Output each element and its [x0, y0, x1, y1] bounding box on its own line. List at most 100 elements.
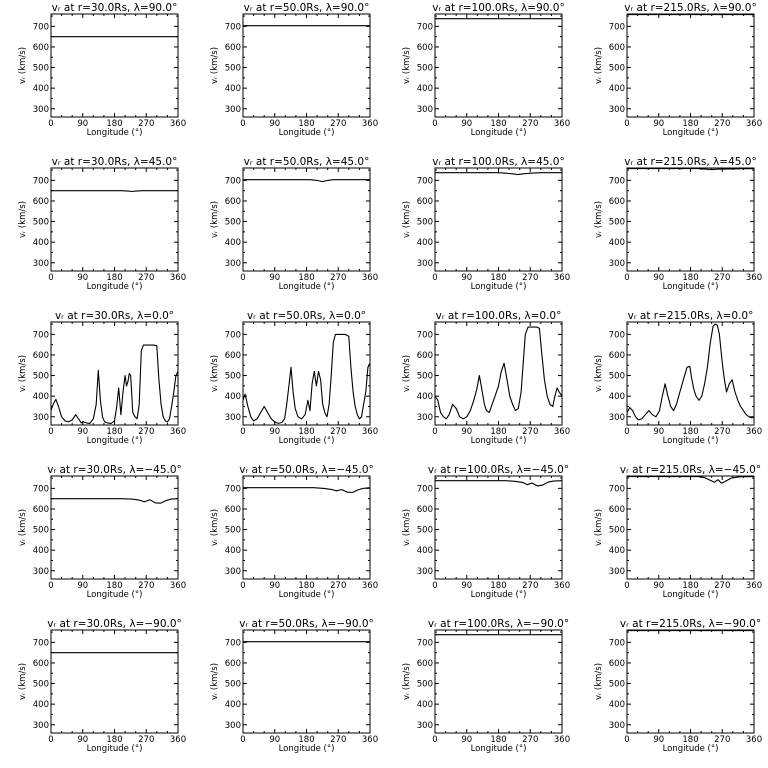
y-axis-label: vᵣ (km/s): [402, 355, 412, 392]
series-line: [51, 344, 178, 424]
x-tick-label: 270: [522, 119, 538, 129]
x-tick-label: 270: [330, 427, 346, 437]
x-tick-label: 180: [106, 119, 122, 129]
plot-frame: [434, 629, 563, 734]
x-tick-label: 360: [554, 427, 570, 437]
y-tick-label: 400: [33, 392, 49, 402]
y-tick-label: 400: [225, 84, 241, 94]
y-axis-label: vᵣ (km/s): [594, 355, 604, 392]
y-tick-label: 600: [225, 505, 241, 515]
y-tick-label: 500: [417, 526, 433, 536]
x-tick-label: 180: [298, 427, 314, 437]
y-tick-label: 500: [33, 526, 49, 536]
x-tick-label: 270: [138, 581, 154, 591]
series-line: [435, 480, 562, 487]
panel-title: vᵣ at r=215.0Rs, λ=−90.0°: [620, 618, 761, 630]
plot-frame: [434, 475, 563, 580]
y-tick-label: 400: [225, 546, 241, 556]
y-tick-label: 500: [609, 218, 625, 228]
x-tick-label: 270: [714, 735, 730, 745]
x-tick-label: 270: [138, 273, 154, 283]
x-tick-label: 270: [714, 427, 730, 437]
x-tick-label: 360: [746, 581, 762, 591]
y-axis-label: vᵣ (km/s): [210, 355, 220, 392]
y-tick-label: 500: [33, 680, 49, 690]
y-tick-label: 600: [609, 659, 625, 669]
panel: vᵣ at r=215.0Rs, λ=−90.0° 0 90 180 270 360 300…: [594, 618, 762, 754]
x-tick-label: 360: [362, 581, 378, 591]
plot-frame: [434, 321, 563, 426]
y-tick-label: 400: [33, 84, 49, 94]
y-tick-label: 500: [225, 218, 241, 228]
x-axis-label: Longitude (°): [87, 128, 143, 138]
x-tick-label: 90: [269, 427, 280, 437]
y-tick-label: 700: [225, 176, 241, 186]
panel: vᵣ at r=30.0Rs, λ=0.0° 0 90 180 270 360 300 400…: [18, 310, 186, 446]
x-tick-label: 270: [522, 581, 538, 591]
panel-title: vᵣ at r=30.0Rs, λ=90.0°: [52, 2, 178, 14]
y-tick-label: 500: [417, 218, 433, 228]
panel-title: vᵣ at r=100.0Rs, λ=90.0°: [432, 2, 564, 14]
panel: vᵣ at r=100.0Rs, λ=−45.0° 0 90 180 270 360 300…: [402, 464, 570, 600]
x-tick-label: 0: [432, 119, 437, 129]
panel: vᵣ at r=100.0Rs, λ=0.0° 0 90 180 270 360 300 40…: [402, 310, 570, 446]
x-tick-label: 0: [432, 581, 437, 591]
x-tick-label: 0: [624, 735, 629, 745]
panel-title: vᵣ at r=30.0Rs, λ=45.0°: [52, 156, 178, 168]
y-tick-label: 300: [225, 721, 241, 731]
y-tick-label: 600: [33, 197, 49, 207]
x-tick-label: 180: [298, 581, 314, 591]
panel: vᵣ at r=30.0Rs, λ=−45.0° 0 90 180 270 360 300 4…: [18, 464, 186, 600]
x-axis-label: Longitude (°): [471, 744, 527, 754]
panel: vᵣ at r=30.0Rs, λ=−90.0° 0 90 180 270 360 300 4…: [18, 618, 186, 754]
x-tick-label: 270: [330, 273, 346, 283]
x-tick-label: 0: [48, 273, 53, 283]
x-tick-label: 0: [240, 119, 245, 129]
x-axis-label: Longitude (°): [87, 282, 143, 292]
y-tick-label: 600: [33, 351, 49, 361]
panel: vᵣ at r=215.0Rs, λ=45.0° 0 90 180 270 360 300 4…: [594, 156, 762, 292]
x-tick-label: 360: [362, 427, 378, 437]
x-tick-label: 90: [461, 427, 472, 437]
x-axis-label: Longitude (°): [279, 436, 335, 446]
x-tick-label: 180: [298, 273, 314, 283]
y-tick-label: 700: [417, 22, 433, 32]
x-tick-label: 0: [240, 273, 245, 283]
plot-frame: [50, 13, 179, 118]
x-tick-label: 360: [746, 735, 762, 745]
panel: vᵣ at r=50.0Rs, λ=90.0° 0 90 180 270 360 300 40…: [210, 2, 378, 138]
y-tick-label: 400: [417, 546, 433, 556]
plot-frame: [50, 475, 179, 580]
x-tick-label: 0: [624, 273, 629, 283]
x-tick-label: 360: [170, 581, 186, 591]
series-line: [243, 487, 370, 494]
y-tick-label: 600: [33, 659, 49, 669]
y-tick-label: 700: [225, 484, 241, 494]
x-tick-label: 90: [653, 119, 664, 129]
plot-frame: [626, 13, 755, 118]
x-tick-label: 180: [106, 735, 122, 745]
x-tick-label: 270: [522, 735, 538, 745]
y-tick-label: 300: [417, 567, 433, 577]
y-tick-label: 500: [33, 372, 49, 382]
y-tick-label: 700: [609, 638, 625, 648]
plot-frame: [434, 167, 563, 272]
y-axis-label: vᵣ (km/s): [402, 509, 412, 546]
x-tick-label: 90: [461, 119, 472, 129]
panel: vᵣ at r=215.0Rs, λ=0.0° 0 90 180 270 360 300 40…: [594, 310, 762, 446]
panel: vᵣ at r=50.0Rs, λ=−90.0° 0 90 180 270 360 300 4…: [210, 618, 378, 754]
panel: vᵣ at r=30.0Rs, λ=45.0° 0 90 180 270 360 300 40…: [18, 156, 186, 292]
y-tick-label: 300: [225, 567, 241, 577]
plot-frame: [242, 167, 371, 272]
y-tick-label: 300: [609, 721, 625, 731]
y-tick-label: 600: [225, 197, 241, 207]
x-tick-label: 90: [269, 581, 280, 591]
x-tick-label: 90: [77, 735, 88, 745]
x-tick-label: 180: [682, 581, 698, 591]
panel-title: vᵣ at r=30.0Rs, λ=−90.0°: [47, 618, 182, 630]
y-tick-label: 700: [33, 330, 49, 340]
plot-frame: [50, 167, 179, 272]
x-tick-label: 180: [682, 119, 698, 129]
y-tick-label: 400: [33, 238, 49, 248]
x-tick-label: 90: [77, 119, 88, 129]
